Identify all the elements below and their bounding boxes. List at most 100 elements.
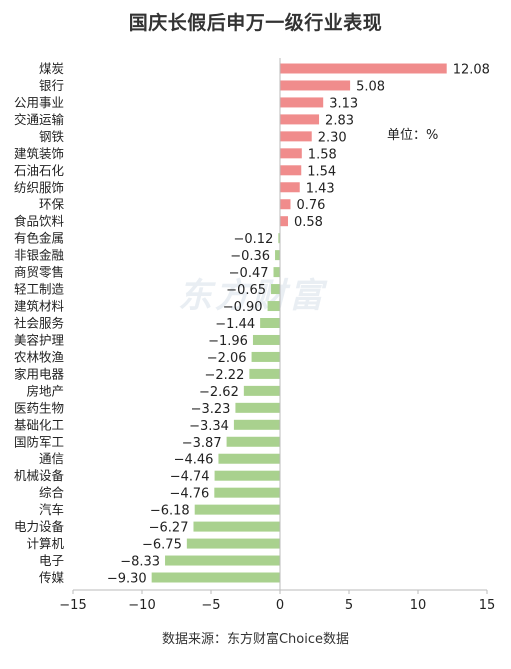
category-label: 纺织服饰 [14, 180, 64, 195]
value-label: −1.44 [215, 317, 255, 332]
value-label: −3.23 [191, 402, 231, 417]
x-tick-label: 10 [410, 598, 427, 613]
value-label: −9.30 [107, 572, 147, 587]
value-label: −4.46 [174, 453, 214, 468]
x-tick-label: 15 [479, 598, 496, 613]
category-label: 房地产 [26, 383, 64, 398]
value-label: −0.47 [229, 266, 269, 281]
category-label: 通信 [39, 451, 64, 466]
bar [280, 216, 289, 227]
bar [251, 351, 280, 362]
category-label: 银行 [39, 78, 64, 93]
category-label: 汽车 [39, 502, 64, 517]
bar [260, 318, 280, 328]
category-label: 交通运输 [14, 112, 65, 127]
value-label: 2.30 [318, 130, 347, 145]
value-label: −2.06 [207, 351, 247, 366]
category-label: 基础化工 [14, 417, 64, 432]
bar [214, 470, 280, 481]
value-label: 5.08 [356, 79, 385, 94]
category-label: 非银金融 [14, 248, 65, 263]
category-label: 计算机 [26, 536, 64, 551]
bar [186, 538, 280, 549]
category-label: 轻工制造 [14, 282, 65, 297]
category-label: 国防军工 [14, 434, 64, 449]
value-label: −6.75 [142, 538, 182, 553]
category-label: 煤炭 [39, 61, 64, 76]
category-label: 有色金属 [14, 231, 64, 246]
category-label: 电力设备 [14, 519, 65, 534]
category-label: 食品饮料 [14, 214, 65, 229]
bar [214, 487, 280, 498]
watermark: 东方财富 [178, 276, 326, 316]
value-label: −1.96 [208, 334, 248, 349]
category-label: 建筑材料 [14, 299, 65, 314]
bar [278, 233, 280, 244]
category-label: 美容护理 [14, 332, 65, 347]
value-label: −6.18 [150, 504, 190, 519]
bar [235, 402, 280, 413]
bar [280, 80, 351, 91]
bar [271, 284, 280, 295]
x-tick-label: −5 [201, 598, 220, 613]
bar [280, 97, 324, 108]
bar [280, 182, 300, 193]
category-label: 建筑装饰 [14, 146, 64, 161]
value-label: −2.62 [199, 385, 239, 400]
category-label: 社会服务 [14, 316, 64, 331]
value-label: 12.08 [453, 63, 490, 78]
value-label: −0.65 [226, 283, 266, 298]
bar [151, 572, 280, 583]
category-label: 综合 [39, 485, 65, 500]
bar [280, 63, 447, 74]
unit-label: 单位：% [387, 128, 439, 143]
value-label: −6.27 [149, 521, 189, 536]
bar [280, 114, 320, 125]
bar [275, 250, 280, 261]
bar [280, 199, 291, 210]
bar [273, 267, 280, 278]
value-label: −3.87 [182, 436, 222, 451]
value-label: −0.12 [234, 232, 274, 247]
bar [194, 504, 280, 515]
category-label: 机械设备 [14, 468, 65, 483]
category-label: 商贸零售 [14, 265, 64, 280]
value-label: −4.74 [170, 470, 210, 485]
value-label: 0.58 [294, 215, 323, 230]
value-label: −4.76 [169, 487, 209, 502]
value-label: 0.76 [296, 198, 325, 213]
x-tick-label: −10 [128, 598, 155, 613]
category-label: 医药生物 [14, 400, 64, 415]
bar [249, 368, 280, 379]
bar [233, 419, 280, 430]
x-tick-label: −15 [59, 598, 86, 613]
bar [218, 453, 280, 464]
category-label: 钢铁 [39, 129, 65, 144]
value-label: 1.58 [308, 147, 337, 162]
value-label: 1.43 [306, 181, 335, 196]
bar [226, 436, 280, 447]
category-label: 公用事业 [14, 95, 64, 110]
bar [193, 521, 280, 532]
value-label: −2.22 [205, 368, 245, 383]
source-note: 数据来源：东方财富Choice数据 [161, 632, 350, 647]
category-label: 环保 [39, 197, 65, 212]
bar [267, 301, 280, 312]
value-label: −0.36 [230, 249, 270, 264]
bar [280, 148, 302, 159]
value-label: −0.90 [223, 300, 263, 315]
x-tick-label: 5 [345, 598, 353, 613]
value-label: 3.13 [329, 96, 358, 111]
value-label: 2.83 [325, 113, 354, 128]
chart-title: 国庆长假后申万一级行业表现 [128, 12, 383, 34]
category-label: 电子 [39, 553, 64, 568]
bar [280, 131, 312, 142]
bar [252, 334, 280, 345]
x-tick-label: 0 [276, 598, 284, 613]
category-label: 传媒 [39, 570, 65, 585]
category-label: 农林牧渔 [14, 349, 64, 364]
bar [243, 385, 280, 396]
bar [165, 555, 280, 566]
bar [280, 165, 302, 176]
